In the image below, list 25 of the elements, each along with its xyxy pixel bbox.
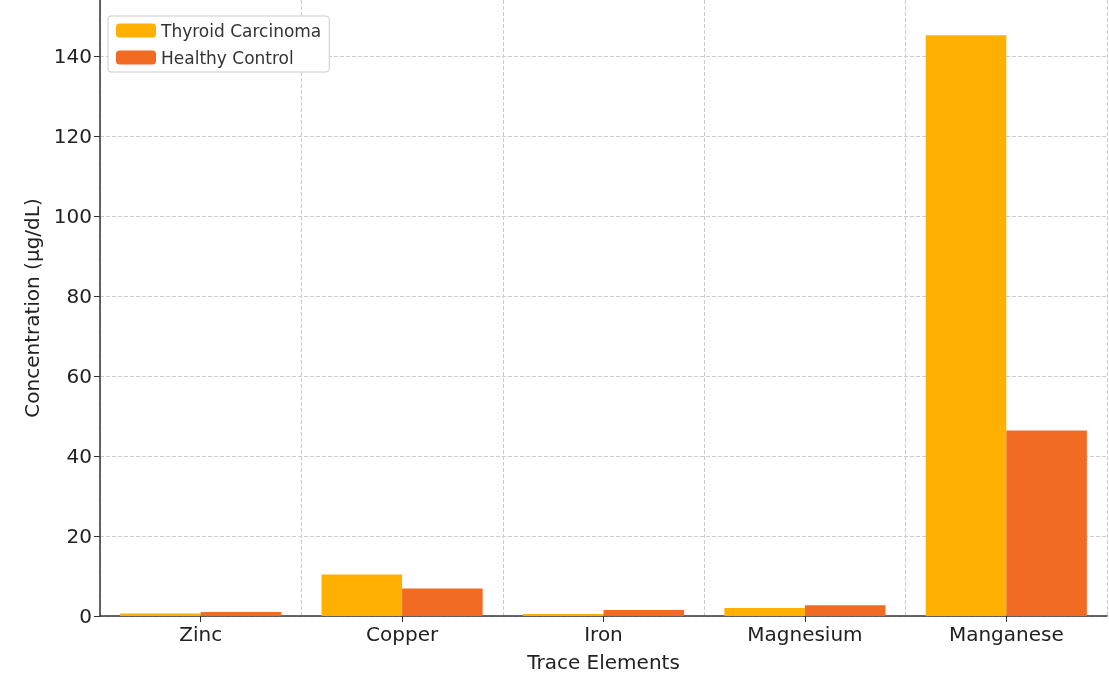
y-axis-title: Concentration (µg/dL)	[20, 198, 44, 418]
x-tick-label: Manganese	[948, 622, 1064, 646]
y-tick-label: 120	[53, 124, 92, 148]
legend-label: Healthy Control	[161, 47, 294, 68]
y-tick-label: 60	[66, 364, 92, 388]
bar	[724, 608, 805, 616]
y-tick-label: 0	[79, 604, 92, 628]
x-axis-title: Trace Elements	[526, 650, 680, 674]
x-tick-label: Zinc	[179, 622, 223, 646]
bar	[200, 612, 282, 616]
x-tick-label: Magnesium	[747, 622, 863, 646]
y-tick-label: 20	[66, 524, 92, 548]
bar	[321, 574, 403, 616]
y-tick-label: 140	[53, 44, 92, 68]
x-tick-label: Copper	[366, 622, 439, 646]
bar	[804, 605, 886, 616]
bar	[925, 35, 1007, 616]
legend-label: Thyroid Carcinoma	[160, 20, 322, 41]
y-tick-label: 80	[66, 284, 92, 308]
y-tick-label: 40	[66, 444, 92, 468]
bar	[603, 610, 685, 616]
x-tick-label: Iron	[584, 622, 623, 646]
bar	[1006, 430, 1087, 616]
y-tick-label: 100	[53, 204, 92, 228]
bar	[402, 588, 483, 616]
